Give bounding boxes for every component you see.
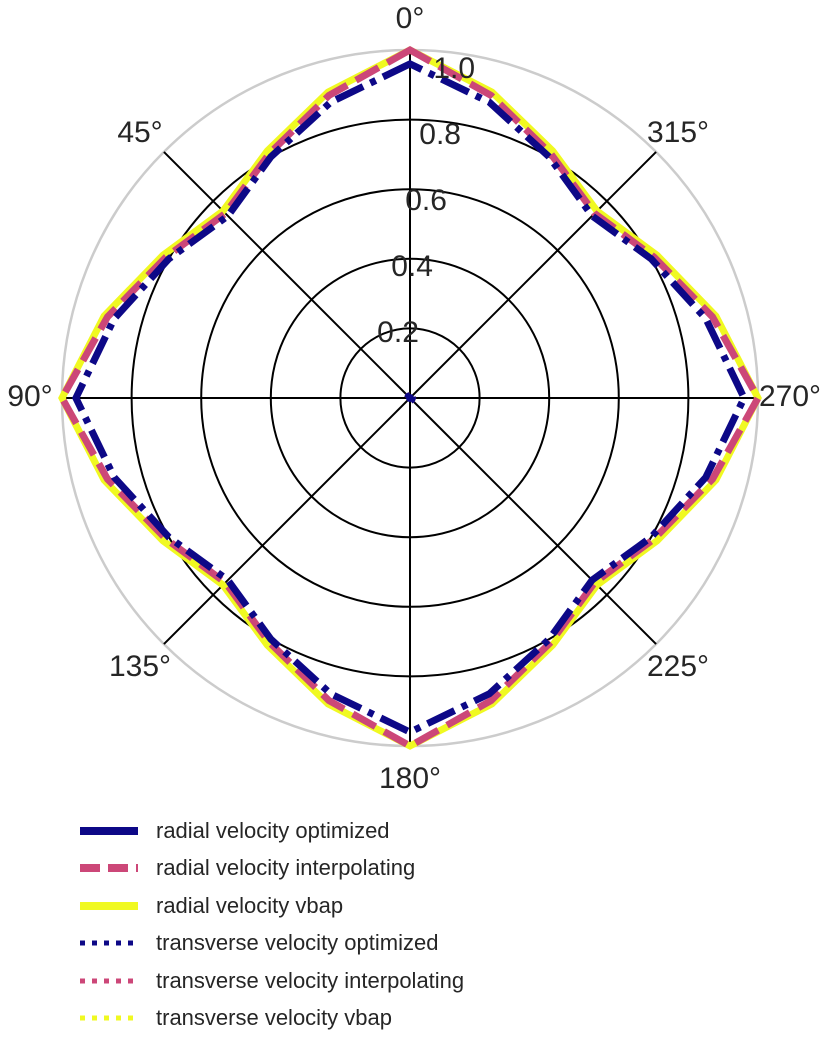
theta-gridline xyxy=(163,151,411,399)
theta-tick-label: 45° xyxy=(117,116,162,149)
theta-tick-label: 315° xyxy=(647,116,709,149)
legend-item: transverse velocity interpolating xyxy=(78,962,464,1000)
theta-tick-label: 90° xyxy=(7,380,52,413)
legend-item: radial velocity interpolating xyxy=(78,850,464,888)
legend: radial velocity optimized radial velocity… xyxy=(78,812,464,1037)
legend-label: radial velocity interpolating xyxy=(156,855,416,881)
legend-item: radial velocity optimized xyxy=(78,812,464,850)
series-lines xyxy=(57,45,763,751)
legend-label: transverse velocity vbap xyxy=(156,1005,392,1031)
r-tick-label: 0.8 xyxy=(419,118,461,151)
center-marker xyxy=(406,394,414,402)
r-tick-label: 0.4 xyxy=(391,250,433,283)
r-tick-label: 0.6 xyxy=(405,184,447,217)
theta-tick-label: 135° xyxy=(109,650,171,683)
legend-item: radial velocity vbap xyxy=(78,887,464,925)
r-tick-label: 1.0 xyxy=(433,52,475,85)
theta-tick-label: 225° xyxy=(647,650,709,683)
legend-label: transverse velocity interpolating xyxy=(156,967,465,993)
theta-gridline xyxy=(409,397,657,645)
theta-gridline xyxy=(163,397,411,645)
tick-labels: 0° 45° 90° 135° 180° 225° 270° 315° 0.2 0.4 0.6 0.8… xyxy=(7,2,821,795)
legend-label: radial velocity vbap xyxy=(156,892,344,918)
legend-swatch xyxy=(80,901,138,910)
theta-tick-label: 270° xyxy=(759,380,821,413)
r-tick-label: 0.2 xyxy=(377,316,419,349)
legend-swatch xyxy=(80,940,138,946)
legend-item: transverse velocity vbap xyxy=(78,1000,464,1038)
legend-label: radial velocity optimized xyxy=(156,817,390,843)
legend-item: transverse velocity optimized xyxy=(78,925,464,963)
theta-tick-label: 180° xyxy=(379,762,441,795)
legend-swatch xyxy=(80,826,138,835)
theta-tick-label: 0° xyxy=(396,2,425,35)
theta-gridline xyxy=(409,151,657,399)
legend-swatch xyxy=(80,864,138,873)
series-line-0 xyxy=(72,60,748,736)
legend-label: transverse velocity optimized xyxy=(156,930,439,956)
polar-chart: 0° 45° 90° 135° 180° 225° 270° 315° 0.2 0.4 0.6 0.8… xyxy=(7,2,821,795)
legend-swatch xyxy=(80,1015,138,1021)
legend-swatch xyxy=(80,978,138,984)
